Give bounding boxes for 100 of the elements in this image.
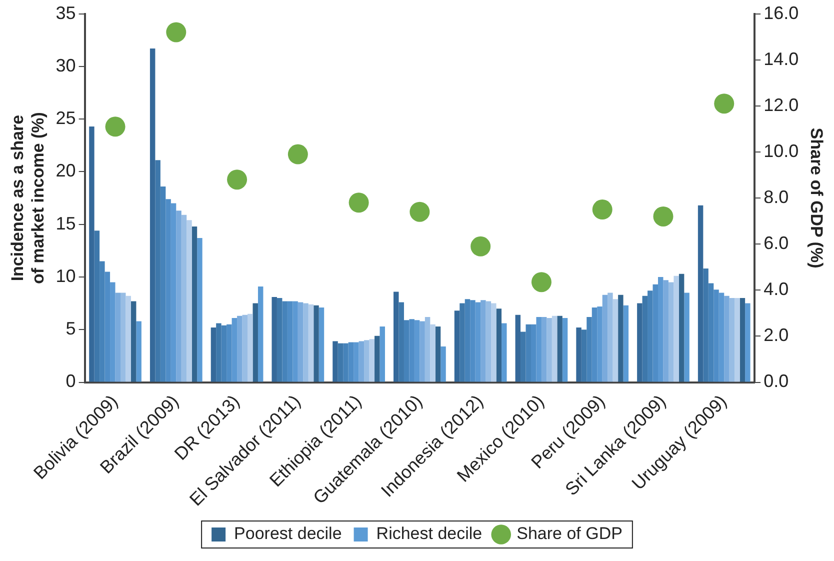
bar [745,303,750,382]
bar [89,126,94,382]
bar [248,314,253,382]
bar [130,301,136,382]
bar [502,323,507,382]
bar [597,306,602,382]
y2-tick-label: 12.0 [764,94,799,115]
point [348,192,369,213]
bar [394,292,399,382]
bar [475,302,481,382]
bar [282,301,288,382]
bar [718,292,724,382]
y2-tick-label: 2.0 [764,325,789,346]
bar [242,314,248,382]
bar [464,299,470,382]
bar [314,305,319,382]
bar [734,298,740,382]
bar [668,282,674,382]
bar [460,303,465,382]
bar [155,160,160,382]
bar [374,336,380,382]
bar [348,342,354,382]
bar [557,316,562,382]
bar [602,294,608,382]
bar [343,343,348,382]
bar [430,324,436,382]
bar [210,328,216,382]
bar [576,328,582,382]
bar [404,320,410,382]
bar [515,314,521,382]
bar [658,276,664,382]
bar [420,321,425,382]
bar [216,323,222,382]
y2-tick-label: 4.0 [764,279,789,300]
bar [663,280,668,382]
bar [678,274,684,382]
bar [298,302,304,382]
bar [221,325,227,382]
legend-label: Share of GDP [516,524,622,544]
bar [186,220,192,382]
point [470,236,491,256]
bar [308,304,314,382]
bar [120,292,126,382]
bar [637,303,642,382]
bar [354,342,359,382]
bar [520,332,526,382]
point [653,206,674,226]
y2-tick-label: 8.0 [764,186,789,207]
point [714,94,734,114]
bar [470,300,476,382]
bar [94,230,100,382]
bar [703,268,708,382]
bar [338,343,344,382]
bar [608,292,613,382]
point [227,170,248,190]
bar [581,330,587,382]
bar [358,341,364,382]
bar [435,326,441,382]
bar [454,310,460,382]
bar [292,301,298,382]
bar [698,205,704,382]
bar [486,301,492,382]
point [105,116,126,137]
bar [648,290,653,382]
bar [115,292,120,382]
y2-tick-label: 14.0 [764,48,799,69]
bar [181,214,187,382]
bar [409,319,414,382]
bar [104,272,110,382]
bar [740,298,746,382]
bar [380,326,385,382]
point [410,202,430,222]
bar [332,341,338,382]
bar [166,199,171,382]
bar [136,321,142,382]
bar [714,290,719,382]
y2-axis-title: Share of GDP (%) [807,128,826,268]
bar [100,261,105,382]
bar [480,300,486,382]
bar [642,296,648,382]
bar [552,316,558,382]
bar [252,303,258,382]
bar [303,303,308,382]
bar [618,294,624,382]
bar [287,301,293,382]
point [531,272,552,292]
bar [176,210,182,382]
bar [318,308,324,382]
y-tick-label: 25 [56,108,76,128]
bar [724,296,730,382]
bar [192,226,198,382]
y2-tick-label: 0.0 [764,371,789,392]
bar [530,324,536,382]
bar [414,320,420,382]
bar [258,286,264,382]
bar [652,284,658,382]
y-axis-title: Incidence as a share of market income (%) [8,112,48,284]
bar [684,292,690,382]
y2-tick-label: 6.0 [764,233,789,254]
bar [586,316,592,382]
